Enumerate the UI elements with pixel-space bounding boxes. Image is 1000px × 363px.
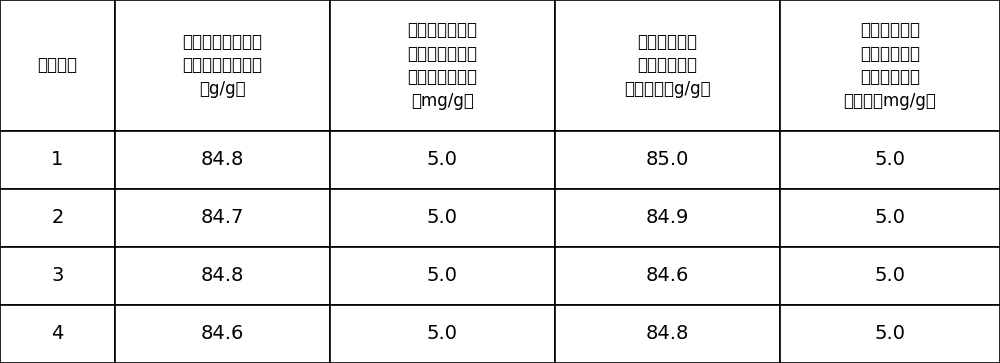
- Bar: [780, 189, 1000, 247]
- Text: 5.0: 5.0: [874, 208, 906, 227]
- Bar: [780, 0, 1000, 131]
- Bar: [780, 305, 1000, 363]
- Text: 84.8: 84.8: [201, 150, 244, 169]
- Text: 5.0: 5.0: [427, 150, 458, 169]
- Text: 5.0: 5.0: [874, 150, 906, 169]
- Bar: [555, 247, 780, 305]
- Text: 84.6: 84.6: [201, 325, 244, 343]
- Text: 第一罰基硫吸附
塔内罰基硫吸附
剂的穿透吸附量
（mg/g）: 第一罰基硫吸附 塔内罰基硫吸附 剂的穿透吸附量 （mg/g）: [408, 21, 478, 110]
- Text: 5.0: 5.0: [874, 325, 906, 343]
- Bar: [780, 247, 1000, 305]
- Bar: [0, 189, 115, 247]
- Bar: [0, 0, 115, 131]
- Bar: [115, 305, 330, 363]
- Bar: [0, 131, 115, 189]
- Text: 第二罰基硫吸
附塔内罰基硫
吸附剂的穿透
吸附量（mg/g）: 第二罰基硫吸 附塔内罰基硫 吸附剂的穿透 吸附量（mg/g）: [844, 21, 936, 110]
- Bar: [330, 305, 555, 363]
- Text: 第一罰基硫吸附塔
处理醚后碳四的量
（g/g）: 第一罰基硫吸附塔 处理醚后碳四的量 （g/g）: [182, 33, 262, 98]
- Text: 84.7: 84.7: [201, 208, 244, 227]
- Bar: [780, 131, 1000, 189]
- Text: 5.0: 5.0: [427, 325, 458, 343]
- Text: 5.0: 5.0: [427, 208, 458, 227]
- Bar: [115, 0, 330, 131]
- Text: 84.6: 84.6: [646, 266, 689, 285]
- Text: 5.0: 5.0: [874, 266, 906, 285]
- Text: 4: 4: [51, 325, 64, 343]
- Bar: [330, 0, 555, 131]
- Bar: [330, 189, 555, 247]
- Bar: [555, 0, 780, 131]
- Text: 84.8: 84.8: [646, 325, 689, 343]
- Bar: [0, 247, 115, 305]
- Bar: [555, 131, 780, 189]
- Text: 循环次数: 循环次数: [38, 56, 78, 74]
- Bar: [555, 189, 780, 247]
- Text: 1: 1: [51, 150, 64, 169]
- Text: 5.0: 5.0: [427, 266, 458, 285]
- Text: 2: 2: [51, 208, 64, 227]
- Bar: [115, 189, 330, 247]
- Text: 84.9: 84.9: [646, 208, 689, 227]
- Bar: [115, 247, 330, 305]
- Bar: [555, 305, 780, 363]
- Bar: [330, 247, 555, 305]
- Bar: [115, 131, 330, 189]
- Bar: [330, 131, 555, 189]
- Text: 84.8: 84.8: [201, 266, 244, 285]
- Text: 3: 3: [51, 266, 64, 285]
- Bar: [0, 305, 115, 363]
- Text: 85.0: 85.0: [646, 150, 689, 169]
- Text: 第二罰基硫吸
附塔处理醚后
碳四的量（g/g）: 第二罰基硫吸 附塔处理醚后 碳四的量（g/g）: [624, 33, 711, 98]
